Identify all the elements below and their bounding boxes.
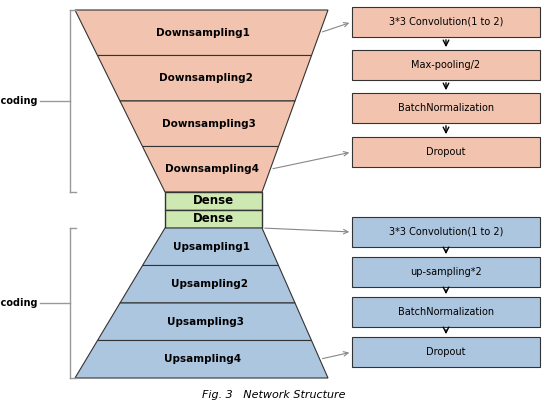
Polygon shape [165,210,262,228]
Text: Dense: Dense [193,213,234,226]
Text: up-sampling*2: up-sampling*2 [410,267,482,277]
Text: Decoding: Decoding [0,298,38,308]
Polygon shape [142,146,278,192]
Polygon shape [142,228,278,266]
Polygon shape [120,266,295,303]
Polygon shape [120,101,295,146]
Polygon shape [352,7,540,37]
Text: Encoding: Encoding [0,96,38,106]
Polygon shape [75,341,328,378]
Polygon shape [352,93,540,123]
Polygon shape [352,257,540,287]
Text: Downsampling1: Downsampling1 [156,28,250,38]
Polygon shape [75,10,328,55]
Text: 3*3 Convolution(1 to 2): 3*3 Convolution(1 to 2) [389,227,503,237]
Polygon shape [98,303,311,341]
Text: 3*3 Convolution(1 to 2): 3*3 Convolution(1 to 2) [389,17,503,27]
Text: Upsampling2: Upsampling2 [170,279,248,289]
Polygon shape [352,137,540,167]
Text: Downsampling4: Downsampling4 [165,164,259,174]
Text: BatchNormalization: BatchNormalization [398,307,494,317]
Text: Dense: Dense [193,195,234,208]
Polygon shape [352,217,540,247]
Polygon shape [352,337,540,367]
Text: BatchNormalization: BatchNormalization [398,103,494,113]
Text: Upsampling4: Upsampling4 [164,354,242,364]
Text: Downsampling2: Downsampling2 [159,73,253,83]
Text: Dropout: Dropout [426,147,466,157]
Polygon shape [98,55,311,101]
Polygon shape [352,50,540,80]
Text: Dropout: Dropout [426,347,466,357]
Text: Upsampling1: Upsampling1 [174,242,250,252]
Text: Upsampling3: Upsampling3 [168,317,244,327]
Text: Fig. 3   Network Structure: Fig. 3 Network Structure [202,390,346,400]
Polygon shape [165,192,262,210]
Polygon shape [352,297,540,327]
Text: Max-pooling/2: Max-pooling/2 [412,60,481,70]
Text: Downsampling3: Downsampling3 [162,119,256,129]
